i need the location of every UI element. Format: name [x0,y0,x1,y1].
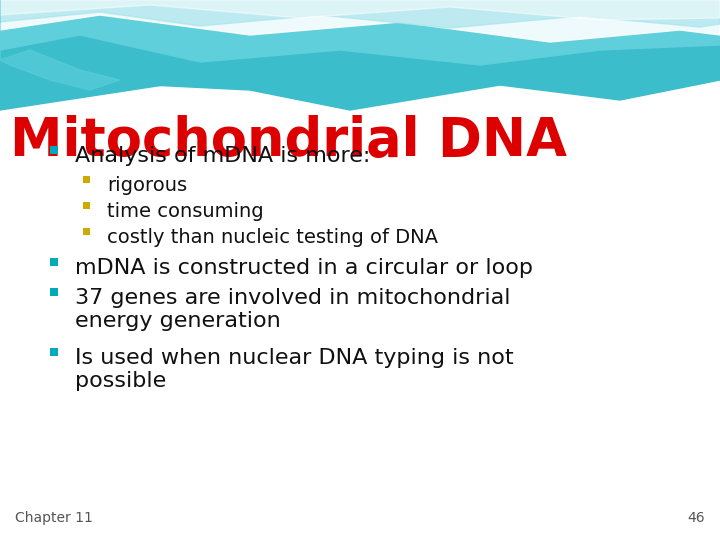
Text: costly than nucleic testing of DNA: costly than nucleic testing of DNA [107,228,438,247]
Polygon shape [0,0,120,90]
Text: Is used when nuclear DNA typing is not
possible: Is used when nuclear DNA typing is not p… [75,348,513,391]
Polygon shape [0,0,720,110]
Text: mDNA is constructed in a circular or loop: mDNA is constructed in a circular or loo… [75,258,533,278]
Polygon shape [0,0,720,20]
Polygon shape [0,0,720,28]
Text: rigorous: rigorous [107,176,187,195]
Bar [50,288,58,296]
Text: Mitochondrial DNA: Mitochondrial DNA [10,115,567,167]
Text: Analysis of mDNA is more:: Analysis of mDNA is more: [75,146,370,166]
Bar [50,348,58,356]
Bar [83,228,90,235]
Text: Chapter 11: Chapter 11 [15,511,93,525]
Text: time consuming: time consuming [107,202,264,221]
Bar [83,202,90,209]
Polygon shape [0,0,720,65]
Polygon shape [0,0,720,110]
Bar [50,258,58,266]
Bar [83,176,90,183]
Polygon shape [0,0,720,42]
Text: 37 genes are involved in mitochondrial
energy generation: 37 genes are involved in mitochondrial e… [75,288,510,331]
Bar [50,146,58,154]
Text: 46: 46 [688,511,705,525]
